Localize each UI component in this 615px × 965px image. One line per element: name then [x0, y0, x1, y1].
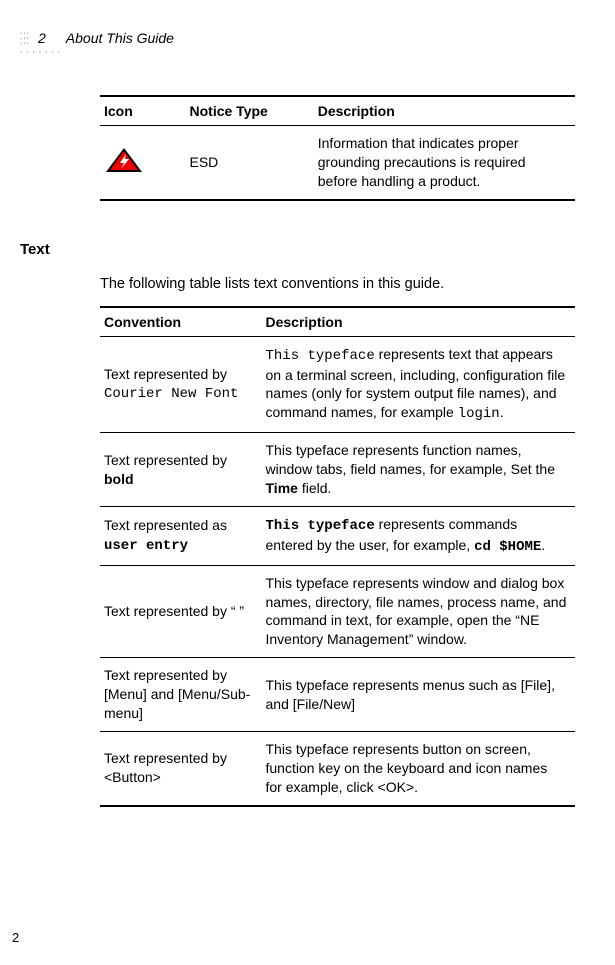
cell-convention: Text represented as user entry	[100, 506, 262, 565]
col-notice-type: Notice Type	[186, 96, 314, 126]
section-intro: The following table lists text conventio…	[100, 276, 575, 292]
cell-convention: Text represented by bold	[100, 433, 262, 507]
cell-description: This typeface represents function names,…	[262, 433, 576, 507]
col-convention: Convention	[100, 307, 262, 337]
table-row: ESD Information that indicates proper gr…	[100, 126, 575, 200]
esd-icon	[104, 146, 144, 174]
header-chapter-title: About This Guide	[66, 30, 174, 46]
table-row: Text represented by <Button> This typefa…	[100, 731, 575, 805]
table-header-row: Convention Description	[100, 307, 575, 337]
cell-convention: Text represented by [Menu] and [Menu/Sub…	[100, 658, 262, 732]
header-page-number: 2	[38, 30, 46, 46]
cell-description: This typeface represents window and dial…	[262, 565, 576, 658]
cell-notice-type: ESD	[186, 126, 314, 200]
table-row: Text represented by [Menu] and [Menu/Sub…	[100, 658, 575, 732]
footer-page-number: 2	[12, 930, 19, 945]
table-header-row: Icon Notice Type Description	[100, 96, 575, 126]
cell-description: This typeface represents menus such as […	[262, 658, 576, 732]
cell-description: This typeface represents commands entere…	[262, 506, 576, 565]
conventions-table: Convention Description Text represented …	[100, 306, 575, 807]
col-icon: Icon	[100, 96, 186, 126]
header-dots: ·········	[20, 31, 34, 46]
cell-convention: Text represented by “ ”	[100, 565, 262, 658]
cell-convention: Text represented by <Button>	[100, 731, 262, 805]
col-description: Description	[262, 307, 576, 337]
cell-description: This typeface represents text that appea…	[262, 336, 576, 433]
table-row: Text represented by bold This typeface r…	[100, 433, 575, 507]
table-row: Text represented by Courier New Font Thi…	[100, 336, 575, 433]
table-row: Text represented by “ ” This typeface re…	[100, 565, 575, 658]
page-header: ········· 2 About This Guide	[20, 30, 575, 46]
table-row: Text represented as user entry This type…	[100, 506, 575, 565]
cell-description: Information that indicates proper ground…	[314, 126, 575, 200]
notice-type-table: Icon Notice Type Description ESD Informa…	[100, 95, 575, 201]
cell-description: This typeface represents button on scree…	[262, 731, 576, 805]
col-description: Description	[314, 96, 575, 126]
cell-icon	[100, 126, 186, 200]
section-heading-text: Text	[20, 241, 575, 258]
cell-convention: Text represented by Courier New Font	[100, 336, 262, 433]
header-dots-below: · · · · · · ·	[20, 50, 575, 55]
